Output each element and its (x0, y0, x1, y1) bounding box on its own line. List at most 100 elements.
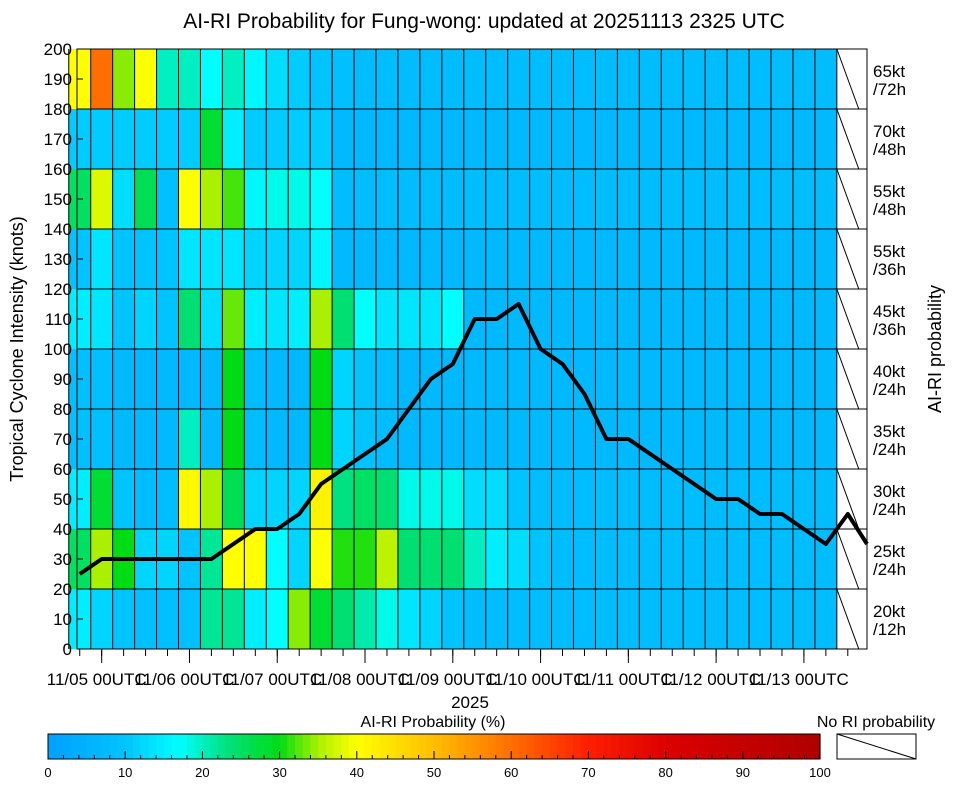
heatmap-cell (90, 109, 113, 169)
colorbar-segment (765, 734, 775, 759)
heatmap-cell (551, 289, 574, 349)
heatmap-cell (156, 169, 179, 229)
heatmap-cell (397, 49, 420, 109)
heatmap-cell (814, 289, 837, 349)
heatmap-cell (705, 229, 728, 289)
heatmap-cell (332, 349, 355, 409)
heatmap-cell (419, 229, 442, 289)
heatmap-cell (134, 109, 157, 169)
heatmap-cell (617, 289, 640, 349)
colorbar-segment (356, 734, 366, 759)
heatmap-cell (90, 589, 113, 649)
heatmap-cell (332, 529, 355, 589)
no-ri-hatch (836, 228, 860, 290)
heatmap-cell (639, 169, 662, 229)
colorbar-segment (441, 734, 451, 759)
heatmap-cell (419, 109, 442, 169)
heatmap-cell (749, 229, 771, 289)
heatmap-cell (354, 289, 376, 349)
heatmap-cell (595, 349, 618, 409)
heatmap-cell (332, 289, 355, 349)
colorbar-segment (325, 734, 335, 759)
colorbar-tick-label: 50 (427, 765, 441, 780)
ri-threshold-speed: 65kt (873, 62, 905, 81)
heatmap-cell (354, 409, 376, 469)
colorbar-segment (310, 734, 319, 759)
heatmap-cell (397, 109, 420, 169)
heatmap-cell (222, 529, 245, 589)
heatmap-cell (792, 529, 815, 589)
heatmap-cell (770, 109, 793, 169)
heatmap-cell (683, 409, 706, 469)
colorbar-segment (302, 734, 312, 759)
colorbar-tick-label: 90 (736, 765, 750, 780)
heatmap-cell (310, 289, 333, 349)
x-tick-label: 11/10 00UTC (486, 670, 586, 689)
heatmap-cell (814, 169, 837, 229)
ri-threshold-speed: 35kt (873, 422, 905, 441)
heatmap-cell (617, 589, 640, 649)
heatmap-cell (792, 409, 815, 469)
y-tick-label: 180 (44, 100, 72, 119)
heatmap-cell (112, 349, 135, 409)
colorbar-tick-label: 60 (504, 765, 518, 780)
heatmap-cell (156, 49, 179, 109)
heatmap-cell (683, 469, 706, 529)
heatmap-cell (354, 109, 376, 169)
heatmap-cell (222, 349, 245, 409)
heatmap-cell (573, 469, 596, 529)
heatmap-cell (310, 109, 333, 169)
colorbar-segment (773, 734, 782, 759)
y-tick-label: 50 (53, 490, 72, 509)
heatmap-cell (310, 409, 333, 469)
colorbar-segment (758, 734, 767, 759)
colorbar-segment (418, 734, 427, 759)
heatmap-cell (178, 229, 201, 289)
colorbar-segment (480, 734, 489, 759)
heatmap-cell (639, 49, 662, 109)
heatmap-cell (134, 229, 157, 289)
colorbar-segment (565, 734, 574, 759)
y-tick-label: 150 (44, 190, 72, 209)
heatmap-cell (375, 49, 398, 109)
y-tick-label: 190 (44, 70, 72, 89)
heatmap-cell (266, 409, 289, 469)
heatmap-cell (551, 349, 574, 409)
heatmap-cell (617, 49, 640, 109)
heatmap-cell (749, 349, 771, 409)
heatmap-cell (90, 229, 113, 289)
heatmap-cell (112, 589, 135, 649)
colorbar-segment (572, 734, 582, 759)
heatmap-cell (485, 409, 508, 469)
y-tick-label: 90 (53, 370, 72, 389)
colorbar-segment (233, 734, 242, 759)
heatmap-cell (770, 229, 793, 289)
colorbar-segment (742, 734, 752, 759)
heatmap-cell (683, 289, 706, 349)
heatmap-cell (310, 589, 333, 649)
heatmap-cell (156, 589, 179, 649)
heatmap-cell (288, 109, 311, 169)
heatmap-cell (573, 169, 596, 229)
heatmap-cell (178, 289, 201, 349)
colorbar-segment (94, 734, 103, 759)
heatmap-cell (814, 529, 837, 589)
heatmap-cell (529, 49, 552, 109)
heatmap-cell (397, 529, 420, 589)
heatmap-cell (770, 49, 793, 109)
heatmap-cell (639, 349, 662, 409)
colorbar-segment (225, 734, 234, 759)
y-axis-label: Tropical Cyclone Intensity (knots) (7, 216, 27, 481)
heatmap-cell (90, 349, 113, 409)
heatmap-cell (266, 349, 289, 409)
heatmap-cell (332, 469, 355, 529)
heatmap-cell (288, 409, 311, 469)
heatmap-cell (595, 169, 618, 229)
colorbar-segment (611, 734, 620, 759)
colorbar-segment (449, 734, 458, 759)
heatmap-cell (112, 289, 135, 349)
heatmap-cell (814, 469, 837, 529)
y-tick-label: 0 (63, 640, 72, 659)
heatmap-cell (749, 109, 771, 169)
colorbar-segment (804, 734, 813, 759)
